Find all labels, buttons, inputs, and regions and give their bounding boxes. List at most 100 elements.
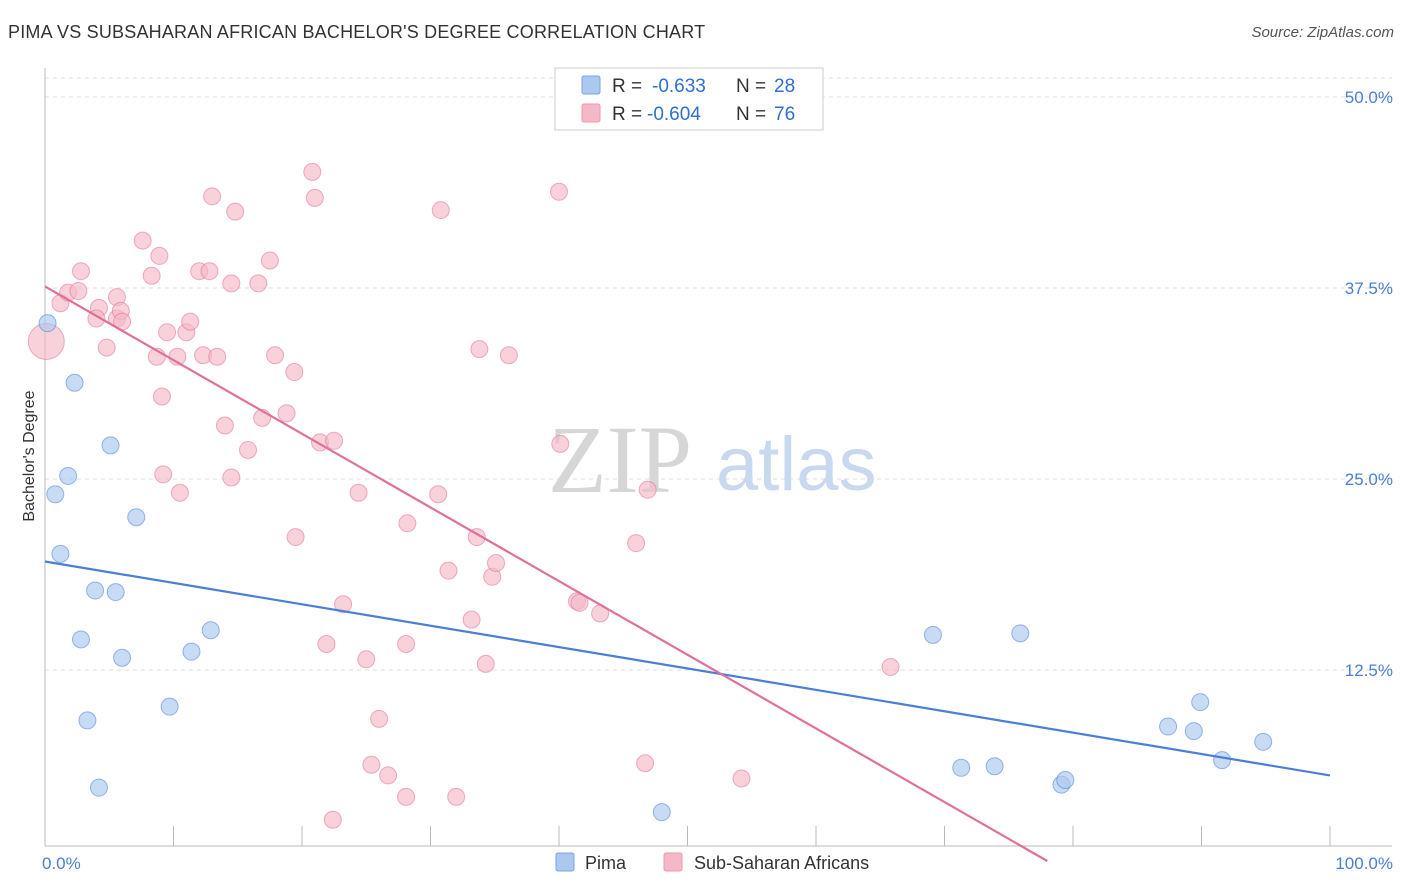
subsaharan-point-43 <box>325 431 344 450</box>
legend-subsaharan-r-value: -0.604 <box>647 104 701 125</box>
subsaharan-point-37 <box>277 404 296 423</box>
x-tick-label-1: 100.0% <box>1335 854 1393 873</box>
pima-point-15 <box>89 778 108 797</box>
pima-point-11 <box>201 621 220 640</box>
y-tick-label-0: 12.5% <box>1345 661 1393 680</box>
series-pima-points <box>38 314 1273 822</box>
pima-point-6 <box>51 544 70 563</box>
pima-point-27 <box>1056 771 1075 790</box>
subsaharan-point-44 <box>334 595 353 614</box>
watermark-atlas: atlas <box>716 422 877 507</box>
subsaharan-point-46 <box>349 483 368 502</box>
x-tick-labels: 0.0% 100.0% <box>42 854 1393 873</box>
grid-lines <box>45 77 1392 671</box>
subsaharan-point-39 <box>286 528 305 547</box>
pima-point-0 <box>38 314 57 333</box>
subsaharan-point-3 <box>69 282 88 301</box>
pima-point-7 <box>86 581 105 600</box>
pima-point-3 <box>59 466 78 485</box>
y-tick-label-3: 50.0% <box>1345 88 1393 107</box>
legend-bottom-pima-swatch <box>555 852 575 872</box>
subsaharan-point-22 <box>181 312 200 331</box>
pima-point-23 <box>1254 732 1273 751</box>
subsaharan-point-65 <box>499 346 518 365</box>
y-tick-labels: 12.5% 25.0% 37.5% 50.0% <box>1345 88 1393 680</box>
x-tick-label-0: 0.0% <box>42 854 81 873</box>
subsaharan-point-60 <box>467 528 486 547</box>
pima-point-4 <box>101 436 120 455</box>
subsaharan-point-32 <box>239 440 258 459</box>
subsaharan-point-75 <box>881 657 900 676</box>
pima-point-13 <box>78 711 97 730</box>
subsaharan-point-54 <box>398 514 417 533</box>
pima-point-2 <box>46 485 65 504</box>
pima-point-17 <box>923 625 942 644</box>
subsaharan-point-59 <box>462 610 481 629</box>
watermark: ZIP atlas <box>548 406 877 513</box>
watermark-zip: ZIP <box>548 406 692 513</box>
subsaharan-point-41 <box>305 188 324 207</box>
y-tick-label-1: 25.0% <box>1345 470 1393 489</box>
y-tick-label-2: 37.5% <box>1345 279 1393 298</box>
subsaharan-point-47 <box>357 650 376 669</box>
subsaharan-point-67 <box>550 182 568 201</box>
subsaharan-point-16 <box>150 246 169 265</box>
subsaharan-point-28 <box>215 416 234 435</box>
subsaharan-point-30 <box>222 468 241 487</box>
subsaharan-point-12 <box>133 231 152 250</box>
pima-point-16 <box>652 803 671 822</box>
pima-point-20 <box>1159 717 1178 736</box>
chart-source: Source: ZipAtlas.com <box>1251 24 1394 41</box>
pima-point-24 <box>952 758 971 777</box>
subsaharan-point-55 <box>429 485 448 504</box>
subsaharan-point-17 <box>154 465 173 484</box>
subsaharan-trend-line <box>44 285 1048 862</box>
subsaharan-point-11 <box>97 338 116 357</box>
trend-lines <box>44 285 1331 862</box>
subsaharan-point-26 <box>203 187 222 206</box>
subsaharan-point-52 <box>397 787 416 806</box>
subsaharan-point-51 <box>323 810 342 829</box>
subsaharan-point-74 <box>732 769 751 788</box>
legend-subsaharan-r-label: R = <box>612 104 642 125</box>
pima-point-25 <box>985 757 1004 776</box>
subsaharan-point-64 <box>487 554 506 573</box>
subsaharan-point-58 <box>447 787 466 806</box>
pima-point-5 <box>127 508 146 527</box>
subsaharan-point-20 <box>170 483 189 502</box>
pima-point-9 <box>71 630 90 649</box>
subsaharan-point-33 <box>249 274 268 293</box>
pima-point-1 <box>65 373 84 392</box>
subsaharan-point-48 <box>362 755 381 774</box>
subsaharan-point-45 <box>317 635 336 654</box>
subsaharan-point-35 <box>260 251 279 270</box>
subsaharan-point-40 <box>303 162 322 181</box>
legend-bottom-pima-label: Pima <box>585 853 627 873</box>
pima-point-12 <box>182 642 201 661</box>
pima-point-21 <box>1184 722 1203 741</box>
subsaharan-point-36 <box>266 346 285 365</box>
legend-top: R = -0.633 N = 28 R = -0.604 N = 76 <box>554 67 824 131</box>
legend-subsaharan-n-value: 76 <box>774 104 795 125</box>
subsaharan-point-25 <box>200 262 219 281</box>
legend-pima-swatch <box>581 75 601 95</box>
legend-pima-r-value: -0.633 <box>652 76 706 97</box>
series-subsaharan-points <box>27 162 900 829</box>
subsaharan-point-18 <box>158 323 177 342</box>
subsaharan-point-73 <box>636 754 655 773</box>
subsaharan-point-69 <box>570 593 589 612</box>
subsaharan-point-13 <box>142 266 161 285</box>
subsaharan-point-57 <box>439 561 458 580</box>
subsaharan-point-29 <box>222 274 241 293</box>
legend-subsaharan-swatch <box>581 103 601 123</box>
pima-point-10 <box>113 648 132 667</box>
legend-bottom-subsaharan-label: Sub-Saharan Africans <box>694 853 869 873</box>
subsaharan-point-72 <box>638 480 657 499</box>
pima-point-18 <box>1011 624 1030 643</box>
subsaharan-point-56 <box>431 201 450 220</box>
pima-trend-line <box>44 560 1331 777</box>
subsaharan-point-50 <box>379 766 398 785</box>
legend-bottom-subsaharan-swatch <box>663 852 683 872</box>
subsaharan-point-49 <box>370 709 389 728</box>
